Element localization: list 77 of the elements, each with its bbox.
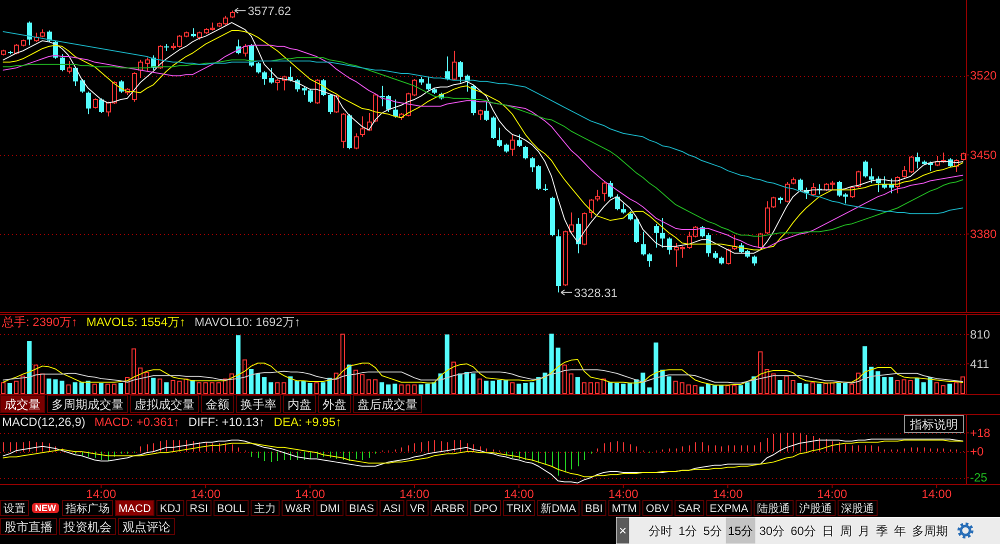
x-tick-label: 14:00: [504, 487, 534, 501]
x-tick-label: 14:00: [922, 487, 952, 501]
control: 月: [858, 524, 870, 538]
control: BOLL: [214, 500, 249, 516]
control: 成交量: [0, 395, 45, 413]
control: 投资机会: [59, 518, 116, 535]
control: 1分: [678, 524, 698, 538]
annotation: 总手: 2390万↑: [1, 315, 78, 329]
text: MAVOL10: 1692万↑: [194, 315, 300, 329]
control: 陆股通: [754, 500, 794, 516]
control: KDJ: [156, 500, 184, 516]
control: 季: [876, 524, 888, 538]
control: 内盘: [283, 395, 316, 413]
control: TRIX: [503, 500, 536, 516]
control: ASI: [380, 500, 404, 516]
control: BIAS: [346, 500, 378, 516]
control: 主力: [250, 500, 280, 516]
control: 30分: [759, 524, 785, 538]
y-tick-label: +0: [970, 444, 984, 459]
control: 换手率: [236, 395, 281, 413]
annotation: 指标说明: [909, 417, 958, 432]
control: W&R: [282, 500, 314, 516]
control: 金额: [201, 395, 234, 413]
control: 多周期成交量: [47, 395, 128, 413]
x-tick-label: 14:00: [712, 487, 744, 501]
series-label: DEA: +9.95↑: [274, 415, 342, 429]
control: 日: [822, 524, 834, 538]
control: VR: [406, 500, 429, 516]
control: 年: [894, 524, 906, 538]
control: DPO: [470, 500, 501, 516]
control: 沪股通: [796, 500, 836, 516]
control: EXPMA: [706, 500, 752, 516]
y-tick-label: -25: [970, 470, 988, 485]
control: MACD: [115, 500, 154, 516]
x-tick-label: 14:00: [399, 487, 430, 501]
control: 指标广场: [62, 500, 113, 516]
control: OBV: [642, 500, 673, 516]
control: NEW: [32, 503, 59, 514]
control: 60分: [790, 524, 816, 538]
y-tick-label: 3520: [970, 68, 998, 83]
series-label: DIFF: +10.13↑: [188, 415, 265, 429]
control: MTM: [608, 500, 640, 516]
annotation: 3328.31: [574, 286, 618, 300]
y-tick-label: 3450: [970, 148, 998, 162]
y-tick-label: 411: [970, 356, 990, 371]
control: 股市直播: [0, 518, 57, 535]
control: 新DMA: [537, 500, 580, 516]
control: 设置: [0, 500, 29, 516]
control: ARBR: [430, 500, 468, 516]
control: SAR: [674, 500, 704, 516]
y-tick-label: +18: [970, 426, 991, 440]
chart-title: MACD(12,26,9): [2, 415, 86, 429]
annotation: 3577.62: [248, 4, 292, 18]
control: ×: [616, 518, 630, 544]
y-tick-label: 3380: [970, 227, 998, 241]
x-tick-label: 14:00: [817, 487, 848, 501]
y-tick-label: 810: [970, 327, 990, 342]
x-tick-label: 14:00: [295, 487, 326, 501]
control: 5分: [703, 524, 722, 538]
control: 15分: [726, 518, 756, 544]
annotation: MACD: +0.361↑: [94, 415, 180, 429]
control: 观点评论: [118, 518, 175, 535]
x-tick-label: 14:00: [608, 487, 639, 501]
x-tick-label: 14:00: [86, 487, 117, 501]
text: MAVOL5: 1554万↑: [86, 315, 186, 329]
control: 深股通: [838, 500, 878, 516]
control: RSI: [186, 500, 212, 516]
control: DMI: [316, 500, 344, 516]
control: 周: [840, 524, 852, 538]
control: 盘后成交量: [353, 395, 422, 413]
control: 分时: [648, 524, 672, 538]
control: 指标说明: [904, 415, 964, 433]
control: BBI: [582, 500, 606, 516]
control: 外盘: [318, 395, 351, 413]
x-tick-label: 14:00: [190, 487, 221, 501]
control: 虚拟成交量: [130, 395, 199, 413]
control: 多周期: [912, 524, 948, 538]
